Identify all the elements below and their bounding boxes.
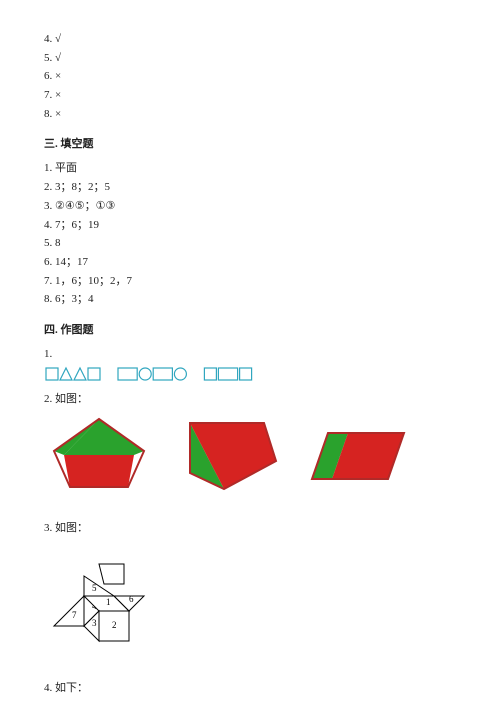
- outline-shape: [118, 368, 137, 380]
- outline-shape: [240, 368, 252, 380]
- judgment-item: 8. ×: [44, 105, 456, 124]
- judgment-item: 4. √: [44, 30, 456, 49]
- q2-figures: [44, 413, 456, 493]
- figure-parallelogram: [300, 413, 410, 493]
- q3-block: 3. 如图：: [44, 519, 456, 538]
- q2-label: 2. 如图：: [44, 390, 456, 409]
- fill-answer: 3. ②④⑤；①③: [44, 197, 456, 216]
- fill-answer: 6. 14；17: [44, 253, 456, 272]
- q1-label: 1.: [44, 345, 456, 364]
- fill-answer: 8. 6；3；4: [44, 290, 456, 309]
- svg-text:1: 1: [106, 597, 111, 607]
- q3-tangram: 7416523: [44, 546, 456, 659]
- q4-block: 4. 如下：: [44, 679, 456, 698]
- tangram-piece: [99, 564, 124, 584]
- outline-shape: [218, 368, 237, 380]
- section-3-title: 三. 填空题: [44, 135, 456, 151]
- q4-label: 4. 如下：: [44, 679, 456, 698]
- figure-pentagon: [44, 413, 154, 493]
- svg-text:5: 5: [92, 583, 97, 593]
- judgment-item: 5. √: [44, 49, 456, 68]
- svg-text:7: 7: [72, 610, 77, 620]
- outline-shape: [46, 368, 58, 380]
- figure-quad: [172, 413, 282, 493]
- q3-label: 3. 如图：: [44, 519, 456, 538]
- judgment-list: 4. √5. √6. ×7. ×8. ×: [44, 30, 456, 123]
- fill-answer: 5. 8: [44, 234, 456, 253]
- outline-shape: [74, 368, 86, 380]
- fill-answer: 2. 3；8；2；5: [44, 178, 456, 197]
- fill-answer: 1. 平面: [44, 159, 456, 178]
- outline-shape: [153, 368, 172, 380]
- outline-shape: [60, 368, 72, 380]
- fill-answer: 4. 7；6；19: [44, 216, 456, 235]
- outline-shape: [204, 368, 216, 380]
- section-4-title: 四. 作图题: [44, 321, 456, 337]
- q1-shapes-row: [44, 366, 456, 389]
- judgment-item: 7. ×: [44, 86, 456, 105]
- svg-text:6: 6: [129, 594, 134, 604]
- outline-shape: [88, 368, 100, 380]
- section-3-answers: 1. 平面2. 3；8；2；53. ②④⑤；①③4. 7；6；195. 86. …: [44, 159, 456, 309]
- tangram-piece: [54, 596, 84, 626]
- svg-text:2: 2: [112, 620, 117, 630]
- outline-shape: [174, 368, 186, 380]
- outline-shape: [139, 368, 151, 380]
- fill-answer: 7. 1，6；10；2，7: [44, 272, 456, 291]
- judgment-item: 6. ×: [44, 67, 456, 86]
- svg-text:3: 3: [92, 618, 97, 628]
- q1-block: 1. 2. 如图：: [44, 345, 456, 409]
